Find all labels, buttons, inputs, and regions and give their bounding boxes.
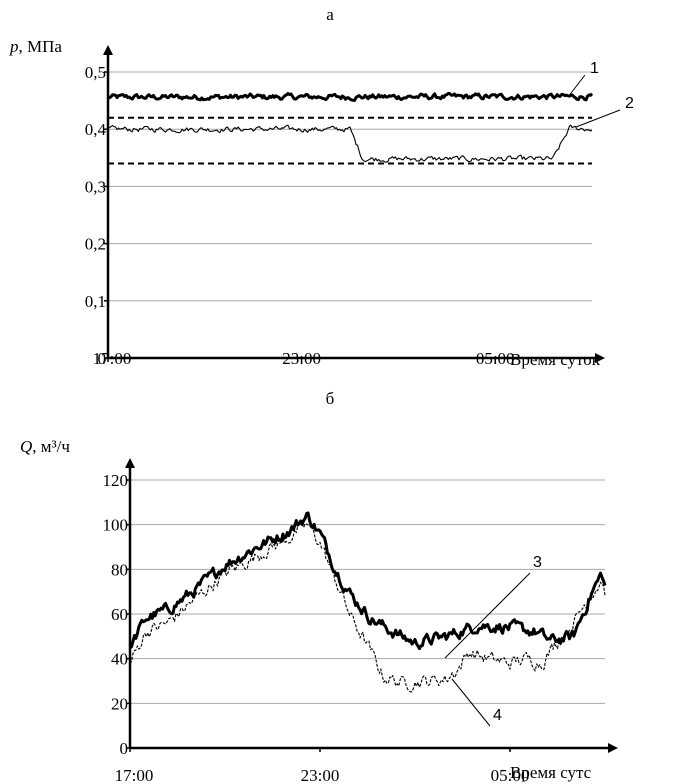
chart-b: б Q, м³/ч 0 20 40 60 80 100 120 17:00 23:00 05:00…	[20, 389, 618, 784]
x-tick-label: 05:00	[491, 766, 530, 784]
panel-label-b: б	[326, 389, 335, 408]
y-tick-label: 0,3	[85, 177, 106, 196]
callout-leader-2	[575, 109, 621, 128]
gridlines-a	[108, 71, 592, 302]
callouts-a: 12	[567, 60, 634, 128]
axes-b	[125, 458, 618, 753]
x-axis-arrow	[595, 353, 605, 363]
x-tick-label: 17:00	[115, 766, 154, 784]
y-tick-label: 20	[111, 694, 128, 713]
y-axis-var-b: Q	[20, 437, 32, 456]
y-tick-label: 100	[103, 516, 129, 535]
y-tick-label: 120	[103, 471, 129, 490]
y-axis-unit-b: , м³/ч	[32, 437, 70, 456]
y-tick-label: 60	[111, 605, 128, 624]
x-axis-arrow	[608, 743, 618, 753]
y-tick-label: 40	[111, 650, 128, 669]
y-tick-label: 0,1	[85, 292, 106, 311]
series-label-4: 4	[493, 707, 502, 724]
x-tick-label: 23:00	[282, 349, 321, 368]
tick-labels-a: 0 0,1 0,2 0,3 0,4 0,5 17:00 23:00 05:00	[85, 63, 515, 368]
callout-leader-4	[451, 678, 491, 727]
x-tick-label: 05:00	[476, 349, 515, 368]
chart-a: а p, МПа 0 0,1 0,2 0,3 0,4 0,5 17:00 23:00 05:00…	[9, 5, 634, 369]
callouts-b: 34	[444, 554, 542, 727]
series-group-a	[107, 91, 594, 165]
series-label-2: 2	[625, 95, 634, 112]
y-tick-label: 0	[98, 349, 107, 368]
series-line-3	[128, 511, 607, 651]
y-axis-unit-a: , МПа	[19, 37, 63, 56]
x-axis-label-b: Время сутс	[510, 763, 592, 782]
y-axis-label-a: p, МПа	[9, 37, 62, 56]
series-label-3: 3	[533, 554, 542, 571]
y-tick-label: 0	[120, 739, 129, 758]
axes-a	[103, 45, 605, 363]
callout-leader-3	[444, 572, 531, 659]
y-axis-arrow	[125, 458, 135, 468]
x-tick-label: 17:00	[93, 349, 132, 368]
y-axis-arrow	[103, 45, 113, 55]
tick-labels-b: 0 20 40 60 80 100 120 17:00 23:00 05:00	[103, 471, 530, 784]
series-line-2	[107, 124, 593, 163]
y-axis-label-b: Q, м³/ч	[20, 437, 70, 456]
series-line-1	[107, 91, 594, 102]
series-group-b	[128, 511, 607, 693]
y-axis-var-a: p	[9, 37, 19, 56]
series-label-1: 1	[590, 60, 599, 77]
x-tick-label: 23:00	[301, 766, 340, 784]
y-tick-label: 0,5	[85, 63, 106, 82]
y-tick-label: 80	[111, 560, 128, 579]
panel-label-a: а	[326, 5, 334, 24]
callout-leader-1	[567, 74, 586, 98]
y-tick-label: 0,4	[85, 120, 107, 139]
y-tick-label: 0,2	[85, 235, 106, 254]
series-line-4	[129, 520, 606, 693]
x-axis-label-a: Время суток	[510, 350, 601, 369]
